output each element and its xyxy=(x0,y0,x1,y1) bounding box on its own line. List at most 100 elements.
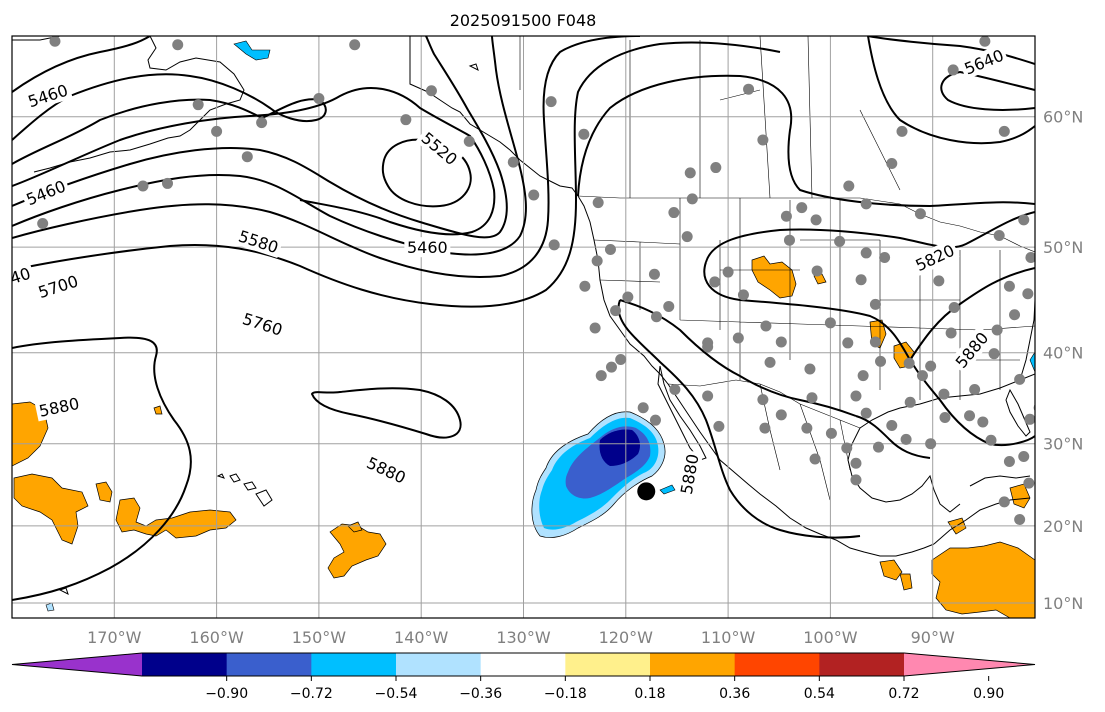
station-dot xyxy=(809,453,821,465)
lon-tick-label: 130°W xyxy=(496,628,551,647)
islands-nw xyxy=(58,63,479,595)
shade-region-tiny-blue xyxy=(45,602,55,612)
station-dot xyxy=(686,193,698,205)
station-dot xyxy=(834,235,846,247)
station-dot xyxy=(256,117,268,129)
shade-region-orange-car2 xyxy=(879,559,903,581)
contour-5880-ridge xyxy=(617,299,861,539)
shade-region-orange-car1 xyxy=(1009,483,1031,509)
contour-label: 5460 xyxy=(404,237,451,258)
shade-region-orange-w6 xyxy=(327,523,387,579)
contour-label-bg xyxy=(404,237,451,258)
station-dot xyxy=(1022,288,1034,300)
station-dot xyxy=(860,198,872,210)
station-dot xyxy=(860,247,872,259)
colorbar-segment xyxy=(226,653,312,676)
station-dot xyxy=(850,474,862,486)
contour-label-bg xyxy=(20,174,71,211)
colorbar-tick-label: −0.90 xyxy=(205,686,248,702)
coastline-baja xyxy=(657,365,707,461)
colorbar-tick-label: −0.72 xyxy=(290,686,333,702)
station-dot xyxy=(979,36,991,47)
lat-tick-label: 40°N xyxy=(1043,344,1083,363)
colorbar-segment xyxy=(650,653,736,676)
shading-positive xyxy=(12,255,1035,618)
station-dot xyxy=(192,99,204,111)
station-dot xyxy=(948,301,960,313)
contour-5700 xyxy=(12,36,641,279)
station-dot xyxy=(806,392,818,404)
coastline-florida xyxy=(1005,388,1031,437)
station-dot xyxy=(595,370,607,382)
station-dot xyxy=(463,135,475,147)
station-dot xyxy=(759,422,771,434)
station-dot xyxy=(400,114,412,126)
contour-label-bg xyxy=(34,392,84,422)
shade-region-small-blue xyxy=(659,484,676,495)
station-dot xyxy=(592,197,604,209)
station-dot xyxy=(760,320,772,332)
station-dot xyxy=(764,356,776,368)
station-dot xyxy=(925,438,937,450)
colorbar-outline xyxy=(11,652,1036,677)
station-dot xyxy=(875,355,887,367)
contour-label-text: 5460 xyxy=(407,238,448,257)
shade-region-orange-nv xyxy=(751,255,797,299)
coastline-caribbean xyxy=(933,475,1031,545)
station-dot xyxy=(988,348,1000,360)
station-dot xyxy=(991,324,1003,336)
station-dot xyxy=(824,317,836,329)
station-dot xyxy=(545,96,557,108)
station-dot xyxy=(622,291,634,303)
station-dot xyxy=(710,162,722,174)
station-dot xyxy=(37,218,49,230)
station-dot xyxy=(860,407,872,419)
station-dot xyxy=(1014,514,1026,526)
station-dot xyxy=(1024,413,1035,425)
station-dot xyxy=(1003,280,1015,292)
shade-region-orange-w7 xyxy=(347,521,363,533)
lat-tick-label: 60°N xyxy=(1043,108,1083,127)
station-dot xyxy=(669,384,681,396)
colorbar-tick-label: −0.36 xyxy=(459,686,502,702)
storm-center-marker xyxy=(637,482,656,501)
colorbar-tick-label: 0.72 xyxy=(888,686,919,702)
station-dot xyxy=(775,336,787,348)
colorbar-tick-label: 0.18 xyxy=(634,686,665,702)
station-dot xyxy=(668,207,680,219)
station-dot xyxy=(842,337,854,349)
contour-5880-south xyxy=(855,415,931,459)
station-dot xyxy=(737,289,749,301)
station-dot xyxy=(811,265,823,277)
hawaii-islands xyxy=(216,473,273,507)
station-dot xyxy=(137,180,149,192)
station-dot xyxy=(49,36,61,47)
contour-label-bg xyxy=(415,125,464,171)
lon-tick-label: 120°W xyxy=(599,628,654,647)
station-dot xyxy=(528,189,540,201)
station-dot xyxy=(1009,309,1021,321)
station-dot xyxy=(681,231,693,243)
station-dot xyxy=(900,433,912,445)
station-dot xyxy=(810,214,822,226)
station-dot xyxy=(879,251,891,263)
shade-region-orange-cam xyxy=(931,541,1035,618)
colorbar-tick-label: 0.90 xyxy=(973,686,1004,702)
station-dot xyxy=(886,419,898,431)
shade-region-alaska-blue xyxy=(233,40,271,61)
lon-tick-label: 90°W xyxy=(911,628,955,647)
station-dot xyxy=(610,305,622,317)
station-dot xyxy=(969,384,981,396)
colorbar-segment xyxy=(565,653,651,676)
station-dot xyxy=(886,158,898,170)
colorbar-extend-high xyxy=(904,653,1035,676)
colorbar-extend-low xyxy=(12,653,142,676)
station-dot xyxy=(743,83,755,95)
station-dot xyxy=(938,388,950,400)
station-dot xyxy=(998,496,1010,508)
station-dot xyxy=(1025,251,1035,263)
lon-tick-label: 160°W xyxy=(189,628,244,647)
station-dot xyxy=(925,360,937,372)
contour-label-bg xyxy=(233,224,284,258)
